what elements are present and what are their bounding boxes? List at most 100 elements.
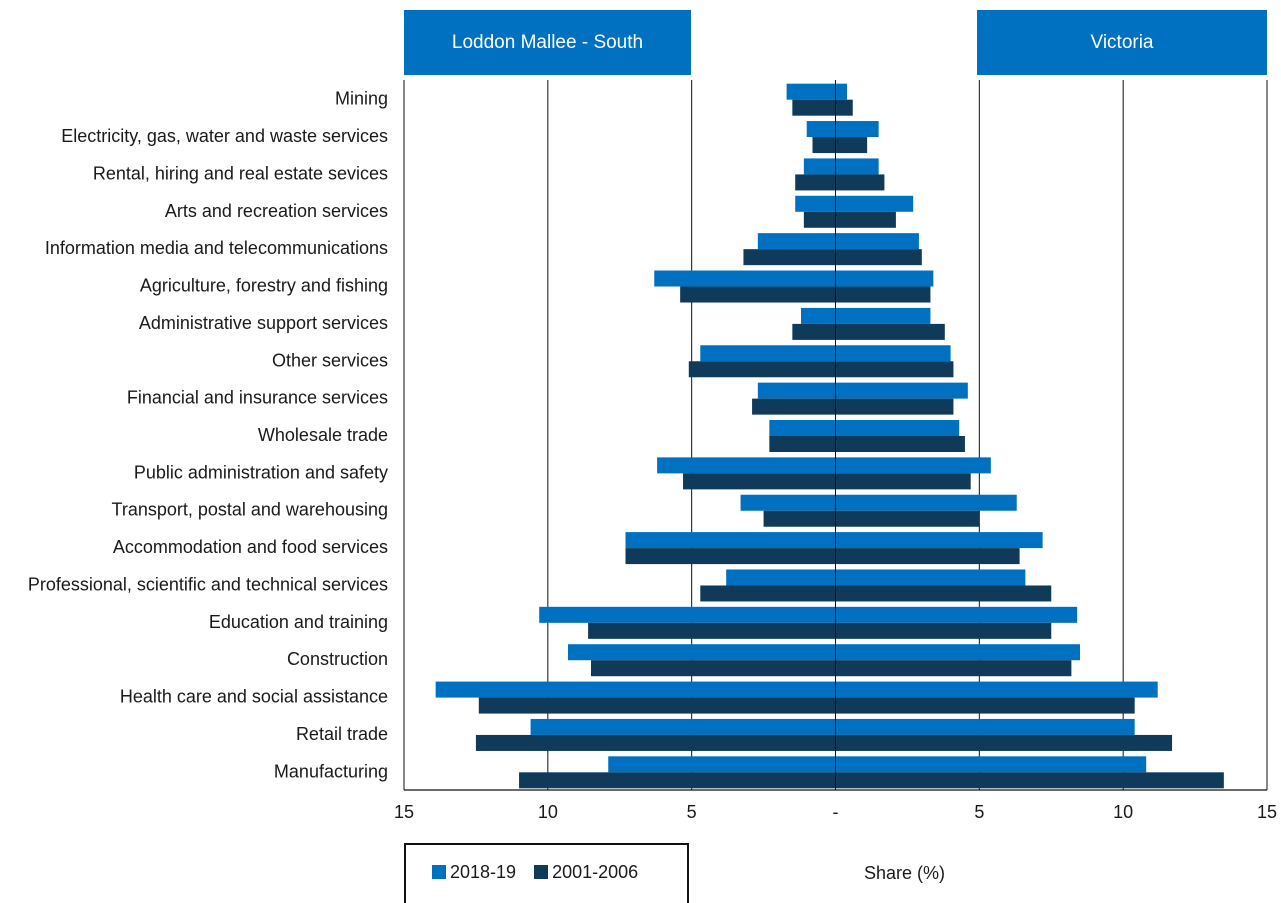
bar-2001-2006-loddon-education-and-training [588, 622, 836, 639]
bar-2001-2006-loddon-public-administration-and-safety [683, 473, 836, 490]
bar-2018-19-victoria-professional-scientific-and-technical-services [835, 569, 1026, 586]
bar-2001-2006-loddon-construction [590, 660, 836, 677]
legend-item-2018-19: 2018-19 [432, 862, 516, 883]
bar-2018-19-loddon-transport-postal-and-warehousing [740, 494, 836, 511]
bar-2001-2006-loddon-wholesale-trade [769, 436, 836, 452]
bar-2001-2006-loddon-accommodation-and-food-services [625, 548, 836, 565]
bar-2001-2006-loddon-information-media-and-telecommunications [743, 249, 836, 266]
bar-2018-19-victoria-education-and-training [835, 606, 1078, 623]
bar-2001-2006-victoria-professional-scientific-and-technical-services [835, 585, 1052, 602]
x-tick-label: 10 [1113, 802, 1133, 822]
category-label: Arts and recreation services [165, 201, 388, 221]
bar-2001-2006-loddon-rental-hiring-and-real-estate-sevices [795, 174, 836, 191]
category-label: Rental, hiring and real estate sevices [93, 163, 388, 183]
category-label: Administrative support services [139, 313, 388, 333]
category-label: Public administration and safety [134, 462, 388, 482]
region-header-right-label: Victoria [1090, 31, 1154, 53]
bar-2001-2006-victoria-construction [835, 660, 1072, 677]
bar-2018-19-victoria-manufacturing [835, 756, 1147, 773]
bar-2018-19-victoria-retail-trade [835, 718, 1135, 735]
bar-2018-19-victoria-mining [835, 83, 848, 100]
legend-label-2001-2006: 2001-2006 [552, 861, 639, 882]
bar-2001-2006-victoria-education-and-training [835, 622, 1052, 639]
category-label: Construction [287, 649, 388, 669]
bar-2001-2006-loddon-financial-and-insurance-services [752, 398, 836, 415]
x-tick-label: 5 [687, 802, 697, 822]
bar-2018-19-victoria-financial-and-insurance-services [835, 382, 968, 399]
x-tick-label: 15 [1257, 802, 1277, 822]
region-header-loddon-mallee-south: Loddon Mallee - South [404, 10, 691, 75]
bar-2018-19-loddon-manufacturing [608, 756, 836, 773]
bar-2001-2006-loddon-transport-postal-and-warehousing [763, 510, 836, 527]
x-tick-label: - [833, 802, 839, 822]
bar-2018-19-victoria-electricity-gas-water-and-waste-services [835, 121, 879, 138]
bar-2018-19-victoria-agriculture-forestry-and-fishing [835, 270, 934, 287]
category-label: Mining [335, 89, 388, 109]
bar-2018-19-loddon-public-administration-and-safety [657, 457, 836, 474]
bar-2018-19-loddon-construction [567, 644, 836, 661]
bar-2018-19-loddon-information-media-and-telecommunications [757, 233, 836, 250]
bar-2001-2006-loddon-agriculture-forestry-and-fishing [680, 286, 836, 303]
bar-2001-2006-loddon-retail-trade [475, 734, 836, 751]
bar-2001-2006-victoria-wholesale-trade [835, 436, 965, 452]
bar-2018-19-victoria-other-services [835, 345, 951, 362]
bar-2018-19-loddon-mining [786, 83, 836, 100]
bar-2018-19-loddon-arts-and-recreation-services [795, 195, 836, 212]
category-label: Electricity, gas, water and waste servic… [61, 126, 388, 146]
bar-2018-19-loddon-financial-and-insurance-services [757, 382, 836, 399]
bar-2018-19-victoria-transport-postal-and-warehousing [835, 494, 1017, 511]
category-label: Transport, postal and warehousing [112, 500, 389, 520]
bar-2018-19-loddon-other-services [700, 345, 836, 362]
legend-swatch-2018-19 [432, 865, 446, 879]
bar-2018-19-victoria-arts-and-recreation-services [835, 195, 914, 212]
bar-2001-2006-victoria-transport-postal-and-warehousing [835, 510, 980, 527]
bar-2001-2006-victoria-electricity-gas-water-and-waste-services [835, 137, 868, 154]
bar-2018-19-loddon-agriculture-forestry-and-fishing [654, 270, 836, 287]
bar-2001-2006-victoria-rental-hiring-and-real-estate-sevices [835, 174, 885, 191]
legend-item-2001-2006: 2001-2006 [534, 862, 638, 883]
bar-2018-19-victoria-wholesale-trade [835, 420, 960, 436]
bar-2018-19-loddon-health-care-and-social-assistance [435, 681, 836, 698]
bar-2018-19-victoria-public-administration-and-safety [835, 457, 991, 474]
bar-2001-2006-victoria-mining [835, 99, 853, 116]
x-tick-label: 15 [394, 802, 414, 822]
category-label: Health care and social assistance [120, 687, 388, 707]
bar-2018-19-victoria-health-care-and-social-assistance [835, 681, 1158, 698]
bar-2001-2006-loddon-mining [792, 99, 836, 116]
bar-2001-2006-victoria-accommodation-and-food-services [835, 548, 1020, 565]
category-label: Manufacturing [274, 761, 388, 781]
category-label: Education and training [209, 612, 388, 632]
bar-2001-2006-loddon-electricity-gas-water-and-waste-services [812, 137, 836, 154]
category-label: Agriculture, forestry and fishing [140, 276, 388, 296]
bar-2001-2006-victoria-public-administration-and-safety [835, 473, 971, 490]
bar-2018-19-loddon-education-and-training [539, 606, 836, 623]
bar-2018-19-loddon-rental-hiring-and-real-estate-sevices [803, 158, 836, 175]
bar-2018-19-victoria-rental-hiring-and-real-estate-sevices [835, 158, 879, 175]
bar-2001-2006-victoria-information-media-and-telecommunications [835, 249, 922, 266]
legend-label-2018-19: 2018-19 [450, 861, 517, 882]
bar-2001-2006-victoria-financial-and-insurance-services [835, 398, 954, 415]
bar-2018-19-victoria-accommodation-and-food-services [835, 532, 1043, 549]
bar-2001-2006-loddon-manufacturing [519, 772, 836, 789]
bar-2001-2006-loddon-other-services [688, 361, 836, 378]
legend: 2018-19 2001-2006 [404, 843, 689, 903]
bar-2001-2006-victoria-health-care-and-social-assistance [835, 697, 1135, 714]
bar-2001-2006-victoria-agriculture-forestry-and-fishing [835, 286, 931, 303]
bar-2001-2006-loddon-professional-scientific-and-technical-services [700, 585, 836, 602]
bar-2018-19-loddon-professional-scientific-and-technical-services [726, 569, 836, 586]
bar-2018-19-loddon-wholesale-trade [769, 420, 836, 436]
x-axis-title: Share (%) [864, 863, 946, 883]
bar-2018-19-loddon-retail-trade [530, 718, 836, 735]
bar-2001-2006-victoria-administrative-support-services [835, 323, 945, 340]
bar-2018-19-loddon-administrative-support-services [800, 307, 836, 324]
x-tick-label: 5 [974, 802, 984, 822]
bar-2018-19-loddon-electricity-gas-water-and-waste-services [806, 121, 836, 138]
bar-2018-19-loddon-accommodation-and-food-services [625, 532, 836, 549]
bar-2001-2006-victoria-retail-trade [835, 734, 1173, 751]
bar-2001-2006-loddon-arts-and-recreation-services [803, 211, 836, 228]
bar-2001-2006-victoria-other-services [835, 361, 954, 378]
bar-2018-19-victoria-information-media-and-telecommunications [835, 233, 919, 250]
region-header-left-label: Loddon Mallee - South [451, 31, 644, 53]
bar-2001-2006-victoria-arts-and-recreation-services [835, 211, 896, 228]
